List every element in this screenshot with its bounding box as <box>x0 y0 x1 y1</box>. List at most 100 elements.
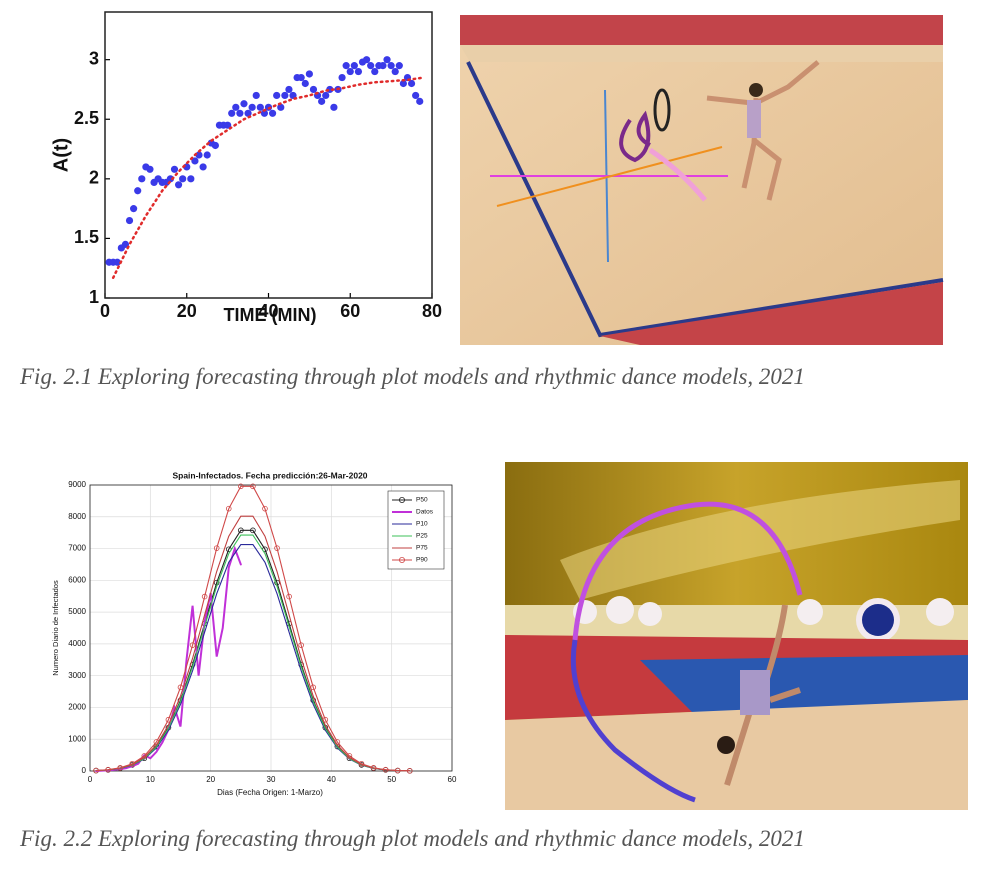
data-point <box>195 151 203 159</box>
data-point <box>201 593 208 600</box>
data-point <box>330 103 338 111</box>
data-point <box>268 109 277 117</box>
series-line <box>111 76 426 279</box>
data-point <box>199 163 207 171</box>
data-point <box>416 97 424 105</box>
x-tick-label: 0 <box>88 775 93 784</box>
legend-label: P25 <box>416 533 428 540</box>
data-point <box>346 67 354 76</box>
y-tick-label: 1.5 <box>74 227 99 247</box>
data-point <box>153 739 160 745</box>
data-point <box>138 175 146 183</box>
data-point <box>213 545 220 551</box>
y-tick-label: 9000 <box>68 480 86 489</box>
legend-label: P75 <box>416 545 428 552</box>
series-line <box>95 529 411 772</box>
data-point <box>105 766 111 773</box>
data-point <box>113 258 121 266</box>
data-point <box>322 716 329 723</box>
series-line <box>95 515 411 772</box>
x-tick-label: 60 <box>448 775 457 784</box>
data-point <box>273 91 281 100</box>
data-point <box>125 216 134 225</box>
data-point <box>309 85 318 94</box>
data-point <box>274 545 280 551</box>
data-point <box>177 684 184 691</box>
figure-caption: Fig. 2.1 Exploring forecasting through p… <box>19 364 805 389</box>
plot-frame <box>89 484 453 772</box>
x-tick-label: 30 <box>267 775 276 784</box>
x-tick-label: 40 <box>258 301 278 321</box>
data-point <box>238 527 244 534</box>
legend-label: P10 <box>416 521 428 528</box>
data-point <box>342 62 350 70</box>
y-tick-label: 2 <box>89 168 99 188</box>
data-point <box>286 593 292 600</box>
data-point <box>228 109 236 117</box>
legend-label: P50 <box>416 497 428 504</box>
y-tick-label: 8000 <box>68 512 86 521</box>
data-point <box>363 56 371 64</box>
y-tick-label: 7000 <box>68 544 86 553</box>
series-line <box>95 534 411 772</box>
data-point <box>240 100 248 108</box>
data-point <box>121 240 130 248</box>
y-tick-label: 1000 <box>68 734 86 743</box>
data-point <box>338 73 346 82</box>
data-point <box>248 103 256 111</box>
data-point <box>232 103 240 111</box>
y-tick-label: 3000 <box>68 671 86 680</box>
data-point <box>203 151 211 159</box>
data-point <box>394 767 401 774</box>
data-point <box>350 62 358 70</box>
data-point <box>371 67 379 76</box>
x-tick-label: 0 <box>100 301 110 321</box>
y-tick-label: 4000 <box>68 639 86 648</box>
series-line <box>95 485 411 772</box>
chart-title: Spain-Infectados. Fecha predicción:26-Ma… <box>172 470 367 480</box>
data-point <box>134 187 142 195</box>
data-point <box>166 175 174 183</box>
x-tick-label: 40 <box>327 775 336 784</box>
y-tick-label: 2000 <box>68 703 86 712</box>
data-point <box>301 79 309 88</box>
legend-label: P90 <box>416 557 428 564</box>
x-tick-label: 20 <box>206 775 215 784</box>
data-point <box>236 109 244 117</box>
data-point <box>256 103 264 111</box>
legend-label: Datos <box>416 509 434 516</box>
y-tick-label: 6000 <box>68 575 86 584</box>
x-tick-label: 10 <box>146 775 155 784</box>
data-point <box>179 175 187 183</box>
data-point <box>354 67 363 76</box>
data-point <box>346 753 353 759</box>
data-point <box>358 760 365 767</box>
data-point <box>224 121 232 129</box>
legend-marker <box>398 496 405 503</box>
data-point <box>174 181 183 189</box>
data-point <box>391 67 399 76</box>
data-point <box>406 768 413 774</box>
data-point <box>399 79 407 88</box>
data-point <box>250 527 256 534</box>
data-point <box>252 91 260 100</box>
x-axis-label: Dias (Fecha Origen: 1-Marzo) <box>217 788 323 797</box>
x-tick-label: 60 <box>340 301 360 321</box>
x-tick-label: 80 <box>422 301 442 321</box>
data-point <box>170 165 179 173</box>
data-point <box>318 97 326 105</box>
data-point <box>129 760 136 767</box>
data-point <box>387 62 395 70</box>
legend-marker <box>398 557 405 564</box>
y-axis-label: Numero Diario de Infectados <box>51 580 60 676</box>
legend-box <box>387 490 445 570</box>
data-point <box>260 109 269 117</box>
series-line <box>95 543 411 772</box>
data-point <box>250 483 256 490</box>
y-tick-label: 2.5 <box>74 108 99 128</box>
figure-caption: Fig. 2.2 Exploring forecasting through p… <box>19 826 805 851</box>
data-point <box>225 505 232 512</box>
data-point <box>130 205 138 213</box>
